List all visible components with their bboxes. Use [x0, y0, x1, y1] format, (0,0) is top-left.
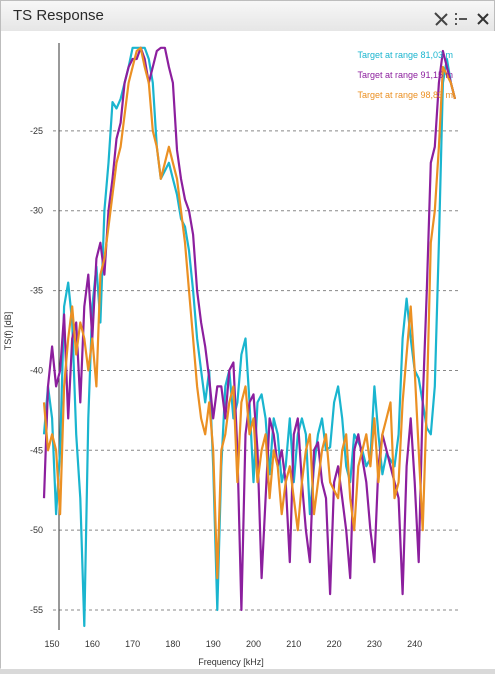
y-tick-label: -55 [30, 605, 43, 615]
x-tick-labels: 150 160 170 180 190 200 210 220 230 240 [45, 639, 423, 649]
x-tick-label: 240 [407, 639, 422, 649]
x-tick-label: 160 [85, 639, 100, 649]
legend: Target at range 81,03 m Target at range 9… [357, 50, 453, 100]
x-tick-label: 200 [246, 639, 261, 649]
x-tick-label: 170 [125, 639, 140, 649]
y-tick-labels: -25 -30 -35 -40 -45 -50 -55 [30, 126, 43, 615]
ts-response-chart[interactable]: -25 -30 -35 -40 -45 -50 -55 150 160 170 180 190 200… [1, 31, 495, 669]
menu-icon[interactable] [453, 11, 469, 27]
x-tick-label: 220 [327, 639, 342, 649]
window-title: TS Response [13, 7, 104, 24]
y-tick-label: -50 [30, 525, 43, 535]
x-tick-label: 230 [367, 639, 382, 649]
x-tick-label: 190 [206, 639, 221, 649]
series-group [42, 46, 457, 628]
close-icon[interactable] [475, 11, 491, 27]
x-axis-label: Frequency [kHz] [198, 657, 264, 667]
series-line [42, 46, 457, 612]
x-tick-label: 180 [165, 639, 180, 649]
title-bar: TS Response [1, 1, 494, 32]
plot-area: -25 -30 -35 -40 -45 -50 -55 150 160 170 180 190 200… [1, 31, 495, 669]
y-tick-label: -35 [30, 286, 43, 296]
y-tick-label: -40 [30, 365, 43, 375]
y-tick-label: -45 [30, 445, 43, 455]
y-tick-label: -25 [30, 126, 43, 136]
series-line [42, 46, 457, 628]
y-axis-label: TS(f) [dB] [3, 312, 13, 351]
y-tick-label: -30 [30, 206, 43, 216]
tools-icon[interactable] [433, 11, 449, 27]
x-tick-label: 150 [45, 639, 60, 649]
legend-entry: Target at range 91,15 m [357, 70, 453, 80]
series-line [42, 46, 457, 580]
grid-lines [53, 130, 459, 611]
x-tick-label: 210 [286, 639, 301, 649]
legend-entry: Target at range 81,03 m [357, 50, 453, 60]
legend-entry: Target at range 98,83 m [357, 90, 453, 100]
